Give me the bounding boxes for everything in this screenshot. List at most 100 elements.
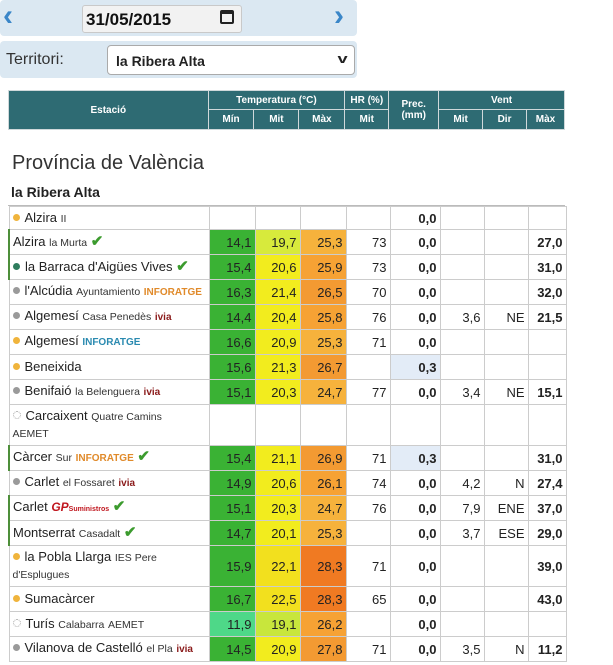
- table-row[interactable]: Alzira II 0,0: [8, 206, 567, 230]
- station-name-cell[interactable]: Beneixida: [8, 354, 210, 380]
- table-row[interactable]: Benifaió la Belenguera ivia 15,1 20,3 24,7 7…: [8, 379, 567, 405]
- station-name-cell[interactable]: Benifaió la Belenguera ivia: [8, 379, 210, 405]
- territory-selected-value: la Ribera Alta: [116, 53, 205, 69]
- territory-select[interactable]: la Ribera Alta v: [107, 45, 355, 75]
- table-row[interactable]: Carcaixent Quatre Camins AEMET: [8, 404, 567, 446]
- header-hr-mit[interactable]: Mit: [344, 109, 390, 130]
- temp-min-cell: 15,1: [208, 379, 256, 405]
- wind-max-cell: 31,0: [527, 445, 567, 471]
- temp-max-cell: 25,9: [299, 254, 347, 280]
- station-name-cell[interactable]: l'Alcúdia Ayuntamiento INFORATGE: [8, 279, 210, 305]
- prec-cell: 0,0: [389, 611, 441, 637]
- wind-mit-cell: 4,2: [439, 470, 485, 496]
- station-name-cell[interactable]: Algemesí INFORATGE: [8, 329, 210, 355]
- station-name-cell[interactable]: Algemesí Casa Penedès ivia: [8, 304, 210, 330]
- station-name-cell[interactable]: la Pobla Llarga IES Pere d'Esplugues: [8, 545, 210, 587]
- temp-mit-cell: 21,1: [254, 445, 301, 471]
- station-name-cell[interactable]: Vilanova de Castelló el Pla ivia: [8, 636, 210, 662]
- table-row[interactable]: Càrcer Sur INFORATGE ✔ 15,4 21,1 26,9 71 0,3 3…: [8, 445, 567, 471]
- prev-date-chevron-left-icon[interactable]: ‹: [3, 0, 13, 32]
- wind-mit-cell: 7,9: [439, 495, 485, 521]
- wind-dir-cell: [483, 445, 529, 471]
- prec-cell: 0,0: [389, 379, 441, 405]
- station-name-cell[interactable]: Càrcer Sur INFORATGE ✔: [8, 445, 210, 471]
- station-name: Algemesí: [24, 333, 79, 348]
- temp-min-cell: [208, 206, 256, 230]
- header-prec-unit: (mm): [401, 110, 426, 121]
- station-brand-logo: AEMET: [12, 428, 49, 440]
- header-temp-min[interactable]: Mín: [207, 109, 255, 130]
- next-date-chevron-right-icon[interactable]: ›: [334, 0, 344, 32]
- hr-cell: [345, 206, 391, 230]
- table-row[interactable]: Turís Calabarra AEMET 11,9 19,1 26,2 0,0: [8, 611, 567, 637]
- station-name-cell[interactable]: Alzira la Murta ✔: [8, 229, 210, 255]
- station-name: Alzira: [24, 209, 58, 225]
- station-name: Carlet: [24, 474, 60, 489]
- temp-mit-cell: 21,3: [254, 354, 301, 380]
- station-name-cell[interactable]: Montserrat Casadalt ✔: [8, 520, 210, 546]
- station-subname: Ayuntamiento: [76, 286, 141, 298]
- table-row[interactable]: Carlet el Fossaret ivia 14,9 20,6 26,1 74 0,0…: [8, 470, 567, 496]
- table-row[interactable]: Algemesí INFORATGE 16,6 20,9 25,3 71 0,0: [8, 329, 567, 355]
- wind-dir-cell: NE: [483, 379, 529, 405]
- temp-mit-cell: 20,9: [254, 636, 301, 662]
- station-subname: II: [60, 212, 67, 225]
- header-wind-dir[interactable]: Dir: [482, 109, 527, 130]
- header-wind[interactable]: Vent: [438, 90, 565, 110]
- prec-cell: 0,0: [389, 229, 441, 255]
- table-header: Estació Temperatura (°C) HR (%) Prec. (m…: [8, 90, 566, 130]
- station-name-cell[interactable]: Carcaixent Quatre Camins AEMET: [8, 404, 210, 446]
- table-row[interactable]: la Pobla Llarga IES Pere d'Esplugues 15,9 2…: [8, 545, 567, 587]
- header-temp-max[interactable]: Màx: [298, 109, 346, 130]
- header-wind-max[interactable]: Màx: [525, 109, 566, 130]
- header-prec[interactable]: Prec. (mm): [388, 90, 440, 130]
- header-hr[interactable]: HR (%): [344, 90, 390, 110]
- temp-mit-cell: 19,7: [254, 229, 301, 255]
- province-title: Província de València: [12, 152, 204, 174]
- header-temp-mit[interactable]: Mit: [253, 109, 300, 130]
- prec-cell: 0,0: [389, 495, 441, 521]
- prec-cell: 0,0: [389, 636, 441, 662]
- wind-mit-cell: 3,5: [439, 636, 485, 662]
- temp-min-cell: 14,4: [208, 304, 256, 330]
- station-name: Beneixida: [24, 359, 82, 374]
- table-row[interactable]: la Barraca d'Aigües Vives ✔ 15,4 20,6 25,9 7…: [8, 254, 567, 280]
- temp-mit-cell: 20,3: [254, 379, 301, 405]
- calendar-icon[interactable]: [220, 10, 234, 24]
- table-row[interactable]: Algemesí Casa Penedès ivia 14,4 20,4 25,8 76…: [8, 304, 567, 330]
- prec-cell: 0,0: [389, 545, 441, 587]
- status-dot-icon: [12, 337, 20, 344]
- station-name-cell[interactable]: Carlet GPSuministros ✔: [8, 495, 210, 521]
- wind-mit-cell: [439, 404, 485, 446]
- header-temperature[interactable]: Temperatura (°C): [207, 90, 346, 110]
- wind-dir-cell: [483, 329, 529, 355]
- station-subname: Calabarra: [58, 618, 105, 631]
- table-row[interactable]: Sumacàrcer 16,7 22,5 28,3 65 0,0 43,0: [8, 586, 567, 612]
- station-subname: Quatre Camins: [91, 411, 162, 423]
- header-wind-mit[interactable]: Mit: [438, 109, 484, 130]
- table-row[interactable]: l'Alcúdia Ayuntamiento INFORATGE 16,3 21,4…: [8, 279, 567, 305]
- station-name: Carcaixent: [25, 408, 88, 423]
- hr-cell: [345, 520, 391, 546]
- station-name-cell[interactable]: Sumacàrcer: [8, 586, 210, 612]
- temp-max-cell: 26,7: [299, 354, 347, 380]
- table-row[interactable]: Alzira la Murta ✔ 14,1 19,7 25,3 73 0,0 27,0: [8, 229, 567, 255]
- temp-max-cell: 26,9: [299, 445, 347, 471]
- temp-min-cell: 16,3: [208, 279, 256, 305]
- table-row[interactable]: Beneixida 15,6 21,3 26,7 0,3: [8, 354, 567, 380]
- table-row[interactable]: Montserrat Casadalt ✔ 14,7 20,1 25,3 0,0 3,7 E…: [8, 520, 567, 546]
- status-dot-icon: [12, 363, 20, 370]
- station-name-cell[interactable]: Carlet el Fossaret ivia: [8, 470, 210, 496]
- wind-max-cell: [527, 329, 567, 355]
- station-name-cell[interactable]: la Barraca d'Aigües Vives ✔: [8, 254, 210, 280]
- header-station[interactable]: Estació: [8, 90, 209, 130]
- station-subname: la Belenguera: [75, 386, 140, 398]
- temp-mit-cell: 21,4: [254, 279, 301, 305]
- table-row[interactable]: Carlet GPSuministros ✔ 15,1 20,3 24,7 76 0,0 7…: [8, 495, 567, 521]
- table-row[interactable]: Vilanova de Castelló el Pla ivia 14,5 20,9…: [8, 636, 567, 662]
- station-brand-logo: ivia: [154, 312, 172, 323]
- station-name-cell[interactable]: Turís Calabarra AEMET: [8, 611, 210, 637]
- station-name-cell[interactable]: Alzira II: [8, 206, 210, 230]
- station-subname: el Fossaret: [62, 477, 115, 489]
- date-input[interactable]: 31/05/2015: [82, 5, 242, 33]
